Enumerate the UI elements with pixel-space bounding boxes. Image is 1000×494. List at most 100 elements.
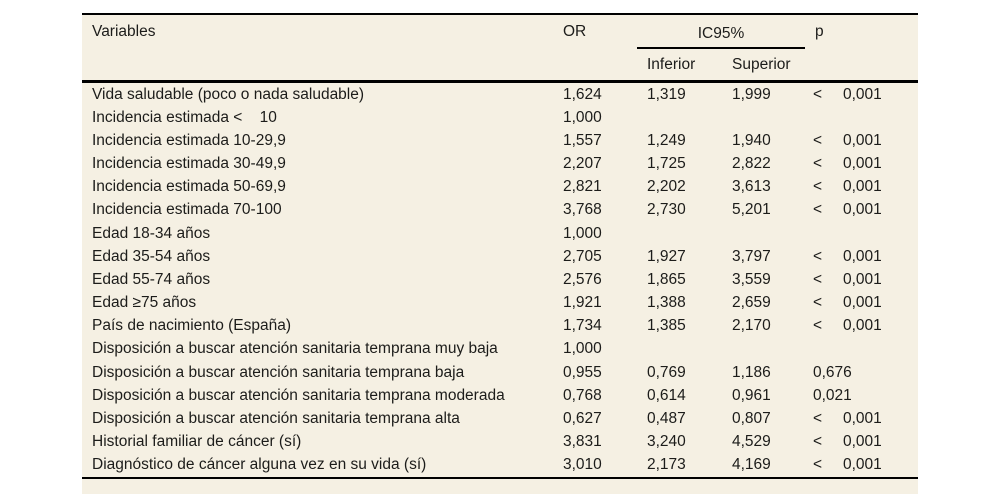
ic95-superior-value: 0,961: [732, 386, 771, 404]
cell-ic95-inferior: 1,927: [647, 248, 732, 266]
ic95-inferior-value: 2,730: [647, 201, 686, 219]
p-less-than-sign: <: [813, 456, 823, 474]
cell-ic95-inferior: 2,173: [647, 456, 732, 474]
ic95-inferior-value: 0,614: [647, 386, 686, 404]
p-less-than-sign: <: [813, 201, 823, 219]
cell-or: 0,768: [560, 387, 647, 405]
ic95-superior-value: 2,170: [732, 317, 771, 335]
table-row: Disposición a buscar atención sanitaria …: [82, 407, 918, 430]
cell-ic95-superior: 0,807: [732, 410, 813, 428]
table-row: Edad 55-74 años 2,576 1,865 3,559 <0,001: [82, 268, 918, 291]
ic95-inferior-value: 2,202: [647, 178, 686, 196]
ic95-superior-value: 4,169: [732, 456, 771, 474]
ic95-superior-value: 3,797: [732, 247, 771, 265]
variable-label: Incidencia estimada 10-29,9: [92, 131, 286, 149]
or-value: 2,576: [563, 270, 602, 288]
cell-variable: Historial familiar de cáncer (sí): [82, 433, 560, 451]
variable-label: Disposición a buscar atención sanitaria …: [92, 340, 498, 358]
p-less-than-sign: <: [813, 155, 823, 173]
ic95-superior-value: 4,529: [732, 433, 771, 451]
variable-label: Incidencia estimada < 10: [92, 108, 277, 126]
ic95-superior-value: 1,999: [732, 85, 771, 103]
or-value: 1,557: [563, 131, 602, 149]
p-value: 0,001: [843, 433, 882, 451]
cell-or: 1,000: [560, 225, 647, 243]
cell-variable: Disposición a buscar atención sanitaria …: [82, 340, 560, 358]
table-header-row-1: Variables OR IC95% p: [82, 15, 918, 49]
variable-label: Incidencia estimada 70-100: [92, 201, 282, 219]
variable-label: Incidencia estimada 30-49,9: [92, 155, 286, 173]
cell-p: <0,001: [813, 294, 918, 312]
cell-p: <0,001: [813, 317, 918, 335]
p-value: 0,001: [843, 317, 882, 335]
ic95-inferior-value: 1,249: [647, 131, 686, 149]
cell-p: <0,001: [813, 248, 918, 266]
p-value: 0,676: [813, 363, 852, 381]
cell-or: 1,734: [560, 317, 647, 335]
p-value: 0,001: [843, 155, 882, 173]
cell-or: 0,955: [560, 364, 647, 382]
cell-or: 2,821: [560, 178, 647, 196]
p-value: 0,021: [813, 386, 852, 404]
cell-variable: Incidencia estimada 10-29,9: [82, 132, 560, 150]
p-less-than-sign: <: [813, 131, 823, 149]
or-value: 3,831: [563, 433, 602, 451]
table-row: Vida saludable (poco o nada saludable) 1…: [82, 83, 918, 106]
variable-label: País de nacimiento (España): [92, 317, 292, 335]
column-header-p: p: [815, 23, 824, 40]
cell-ic95-superior: 1,940: [732, 132, 813, 150]
or-value: 1,921: [563, 294, 602, 312]
ic95-inferior-value: 2,173: [647, 456, 686, 474]
cell-p: <0,001: [813, 86, 918, 104]
cell-variable: Vida saludable (poco o nada saludable): [82, 86, 560, 104]
or-value: 2,207: [563, 155, 602, 173]
or-value: 1,000: [563, 340, 602, 358]
cell-variable: Edad 35-54 años: [82, 248, 560, 266]
cell-or: 0,627: [560, 410, 647, 428]
ic95-inferior-value: 1,927: [647, 247, 686, 265]
variable-label: Vida saludable (poco o nada saludable): [92, 85, 365, 103]
or-value: 2,705: [563, 247, 602, 265]
ic95-superior-value: 0,807: [732, 409, 771, 427]
ic95-inferior-value: 0,769: [647, 363, 686, 381]
cell-p: <0,001: [813, 201, 918, 219]
table-row: Incidencia estimada < 10 1,000: [82, 106, 918, 129]
cell-ic95-superior: 1,186: [732, 364, 813, 382]
variable-label: Edad 35-54 años: [92, 247, 211, 265]
or-value: 3,010: [563, 456, 602, 474]
cell-p: <0,001: [813, 456, 918, 474]
cell-variable: Incidencia estimada 50-69,9: [82, 178, 560, 196]
p-value: 0,001: [843, 409, 882, 427]
ic95-inferior-value: 3,240: [647, 433, 686, 451]
cell-ic95-inferior: 0,487: [647, 410, 732, 428]
cell-ic95-inferior: 2,730: [647, 201, 732, 219]
p-less-than-sign: <: [813, 317, 823, 335]
ic95-superior-value: 3,559: [732, 270, 771, 288]
table-row: Edad 35-54 años 2,705 1,927 3,797 <0,001: [82, 245, 918, 268]
p-value: 0,001: [843, 247, 882, 265]
cell-ic95-superior: 2,659: [732, 294, 813, 312]
ic95-superior-value: 5,201: [732, 201, 771, 219]
cell-p: <0,001: [813, 410, 918, 428]
cell-p: <0,001: [813, 178, 918, 196]
variable-label: Edad 55-74 años: [92, 270, 211, 288]
column-header-ic95: IC95%: [637, 25, 805, 49]
cell-variable: País de nacimiento (España): [82, 317, 560, 335]
table-row: Edad 18-34 años 1,000: [82, 222, 918, 245]
cell-variable: Incidencia estimada 30-49,9: [82, 155, 560, 173]
or-value: 1,734: [563, 317, 602, 335]
p-value: 0,001: [843, 270, 882, 288]
p-less-than-sign: <: [813, 85, 823, 103]
table-row: Historial familiar de cáncer (sí) 3,831 …: [82, 431, 918, 454]
variable-label: Disposición a buscar atención sanitaria …: [92, 409, 460, 427]
column-header-inferior: Inferior: [647, 55, 696, 73]
variable-label: Disposición a buscar atención sanitaria …: [92, 386, 505, 404]
cell-ic95-inferior: 1,725: [647, 155, 732, 173]
cell-variable: Incidencia estimada < 10: [82, 109, 560, 127]
results-table: Variables OR IC95% p Inferior Superior V…: [82, 13, 918, 494]
or-value: 0,627: [563, 409, 602, 427]
table-header: Variables OR IC95% p Inferior Superior: [82, 15, 918, 83]
cell-ic95-superior: 3,613: [732, 178, 813, 196]
p-less-than-sign: <: [813, 178, 823, 196]
cell-variable: Diagnóstico de cáncer alguna vez en su v…: [82, 456, 560, 474]
